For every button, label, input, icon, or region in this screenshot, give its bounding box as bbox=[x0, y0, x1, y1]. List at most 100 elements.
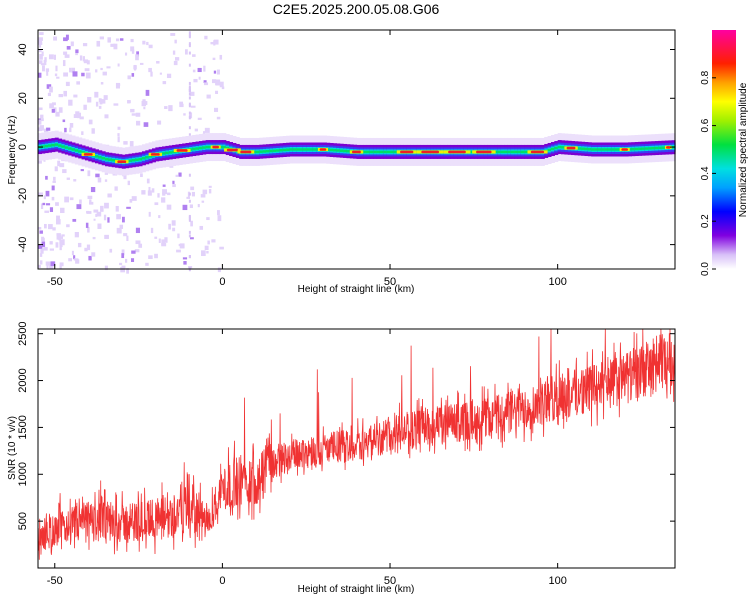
ridge-cell bbox=[306, 148, 311, 151]
ridge-cell bbox=[299, 148, 304, 151]
noise-cell bbox=[130, 46, 135, 52]
ridge-cell bbox=[517, 150, 522, 154]
spectrogram-y-axis-label: Frequency (Hz) bbox=[7, 116, 18, 185]
noise-cell bbox=[129, 199, 133, 203]
noise-cell bbox=[114, 186, 118, 191]
noise-cell bbox=[38, 107, 43, 111]
noise-cell bbox=[148, 255, 153, 259]
ridge-cell bbox=[379, 150, 384, 154]
noise-cell bbox=[136, 51, 139, 57]
ridge-cell bbox=[135, 158, 140, 161]
noise-cell bbox=[174, 57, 180, 61]
noise-cell bbox=[221, 86, 225, 90]
noise-cell bbox=[136, 120, 141, 126]
ridge-cell bbox=[493, 150, 498, 154]
y-tick-label: 500 bbox=[17, 512, 29, 530]
colorbar-gradient bbox=[712, 30, 736, 269]
noise-cell bbox=[53, 36, 58, 41]
noise-cell bbox=[188, 51, 191, 55]
noise-cell bbox=[188, 266, 191, 270]
noise-cell bbox=[92, 236, 96, 240]
noise-cell bbox=[131, 49, 135, 54]
ridge-cell bbox=[376, 150, 381, 154]
noise-cell bbox=[188, 115, 191, 119]
noise-cell bbox=[99, 101, 103, 105]
noise-cell bbox=[116, 214, 121, 220]
noise-cell bbox=[127, 180, 130, 186]
noise-cell bbox=[154, 253, 158, 259]
noise-cell bbox=[188, 234, 191, 238]
noise-cell bbox=[77, 242, 82, 248]
noise-cell bbox=[46, 70, 49, 76]
noise-cell bbox=[200, 194, 206, 198]
noise-cell bbox=[190, 220, 193, 227]
ridge-peak bbox=[226, 148, 238, 152]
noise-cell bbox=[131, 113, 136, 116]
noise-cell bbox=[53, 107, 57, 113]
noise-cell bbox=[197, 204, 200, 208]
ridge-cell bbox=[628, 148, 633, 151]
noise-cell bbox=[188, 44, 191, 48]
ridge-cell bbox=[601, 148, 606, 151]
ridge-cell bbox=[195, 147, 200, 150]
noise-cell bbox=[63, 90, 68, 97]
noise-cell bbox=[86, 210, 90, 214]
noise-cell bbox=[62, 60, 66, 67]
noise-cell bbox=[51, 196, 55, 201]
noise-cell bbox=[140, 173, 143, 178]
ridge-cell bbox=[611, 148, 616, 151]
ridge-cell bbox=[584, 147, 589, 151]
snr-frame bbox=[37, 328, 676, 569]
noise-cell bbox=[79, 199, 82, 204]
noise-cell bbox=[188, 35, 191, 39]
noise-cell bbox=[85, 72, 91, 79]
snr-line bbox=[37, 328, 676, 560]
noise-cell bbox=[121, 253, 125, 259]
noise-cell bbox=[182, 257, 188, 260]
noise-cell bbox=[148, 44, 153, 49]
ridge-peak bbox=[666, 146, 671, 149]
noise-cell bbox=[178, 172, 182, 177]
noise-cell bbox=[161, 242, 167, 247]
noise-cell bbox=[135, 54, 139, 61]
noise-cell bbox=[192, 54, 196, 57]
noise-cell bbox=[97, 177, 102, 183]
ridge-cell bbox=[326, 148, 331, 151]
noise-cell bbox=[88, 255, 92, 261]
noise-cell bbox=[158, 238, 161, 243]
noise-cell bbox=[172, 180, 175, 184]
noise-cell bbox=[148, 67, 152, 73]
noise-cell bbox=[39, 260, 43, 265]
ridge-cell bbox=[507, 150, 512, 154]
colorbar-tick-label: 0.0 bbox=[700, 262, 711, 276]
noise-cell bbox=[215, 90, 219, 94]
spectrogram-frame bbox=[37, 29, 676, 270]
noise-cell bbox=[68, 99, 73, 106]
noise-cell bbox=[59, 262, 64, 267]
noise-cell bbox=[95, 173, 100, 178]
noise-cell bbox=[95, 213, 98, 217]
noise-cell bbox=[49, 241, 53, 245]
noise-cell bbox=[147, 190, 152, 196]
noise-cell bbox=[202, 189, 208, 195]
ridge-cell bbox=[138, 158, 143, 161]
noise-cell bbox=[45, 190, 50, 197]
ridge-cell bbox=[108, 158, 113, 161]
noise-cell bbox=[103, 214, 107, 221]
noise-cell bbox=[143, 106, 146, 110]
noise-cell bbox=[54, 73, 58, 77]
noise-cell bbox=[210, 41, 215, 45]
noise-cell bbox=[79, 116, 84, 120]
x-tick-label: -50 bbox=[47, 276, 63, 288]
noise-cell bbox=[52, 180, 56, 183]
colorbar-tick-label: 0.2 bbox=[700, 214, 711, 228]
noise-cell bbox=[148, 186, 151, 193]
noise-cell bbox=[186, 196, 191, 199]
ridge-cell bbox=[259, 150, 264, 153]
noise-cell bbox=[75, 49, 79, 54]
ridge-cell bbox=[148, 155, 153, 158]
ridge-cell bbox=[265, 150, 270, 153]
noise-cell bbox=[104, 179, 108, 182]
noise-cell bbox=[133, 65, 137, 70]
noise-cell bbox=[190, 186, 195, 191]
